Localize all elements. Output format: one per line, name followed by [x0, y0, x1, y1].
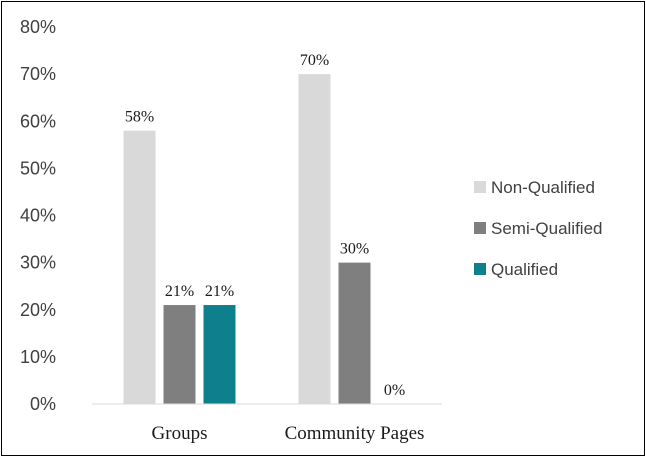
y-tick-label: 80%	[20, 17, 56, 37]
y-tick-label: 60%	[20, 111, 56, 131]
bars-group	[123, 74, 371, 405]
data-label: 21%	[165, 283, 194, 300]
bar	[163, 305, 196, 404]
data-label: 30%	[340, 241, 369, 258]
bar	[123, 130, 156, 405]
bar	[338, 262, 371, 404]
y-tick-label: 0%	[30, 394, 56, 414]
legend: Non-Qualified Semi-Qualified Qualified	[474, 178, 603, 279]
legend-label: Non-Qualified	[491, 178, 595, 197]
bar	[203, 305, 236, 404]
legend-swatch	[474, 263, 486, 275]
x-tick-label: Groups	[152, 423, 208, 444]
legend-swatch	[474, 181, 486, 193]
data-labels-group: 58% 21% 21% 70% 30% 0%	[125, 52, 405, 399]
legend-swatch	[474, 222, 486, 234]
data-label: 58%	[125, 109, 154, 126]
y-tick-label: 50%	[20, 158, 56, 178]
data-label: 70%	[300, 52, 329, 69]
y-tick-label: 40%	[20, 206, 56, 226]
x-axis: Groups Community Pages	[92, 403, 442, 444]
legend-label: Qualified	[491, 260, 558, 279]
x-tick-label: Community Pages	[285, 423, 425, 444]
legend-label: Semi-Qualified	[491, 219, 603, 238]
y-tick-label: 30%	[20, 253, 56, 273]
y-tick-label: 70%	[20, 64, 56, 84]
data-label: 21%	[205, 283, 234, 300]
y-tick-label: 20%	[20, 300, 56, 320]
data-label: 0%	[384, 382, 405, 399]
y-axis: 0% 10% 20% 30% 40% 50% 60% 70% 80%	[20, 17, 56, 414]
y-tick-label: 10%	[20, 347, 56, 367]
bar	[298, 74, 331, 404]
